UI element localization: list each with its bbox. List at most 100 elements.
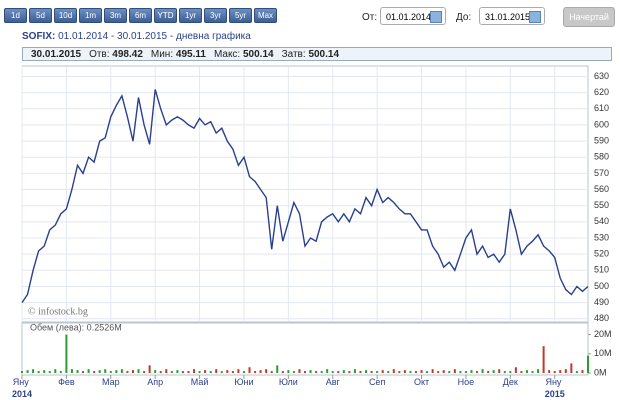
volume-bar — [198, 371, 201, 373]
volume-bar — [542, 346, 545, 373]
volume-bar — [32, 369, 35, 373]
quote-field: Отв: 498.42 — [89, 48, 143, 60]
volume-bar — [492, 370, 495, 373]
volume-bar — [98, 370, 101, 373]
y-tick-label: 540 — [594, 216, 609, 226]
volume-bar — [115, 370, 118, 373]
y-tick-label: 570 — [594, 168, 609, 178]
y2-tick-label: 0M — [594, 367, 607, 377]
volume-bar — [76, 370, 79, 373]
volume-bar — [231, 371, 234, 373]
volume-bar — [54, 369, 57, 373]
volume-bar — [437, 371, 440, 373]
volume-bar — [453, 369, 456, 373]
range-button[interactable]: 6m — [129, 8, 152, 23]
volume-bar — [548, 370, 551, 373]
volume-bar — [431, 369, 434, 373]
volume-bar — [26, 370, 29, 373]
range-button[interactable]: 5d — [29, 8, 52, 23]
toolbar: 1d 5d 10d 1m 3m 6m YTD 1yr 3yr 5yr Max — [4, 8, 277, 23]
volume-bar — [464, 371, 467, 373]
volume-bar — [459, 371, 462, 373]
volume-bar — [126, 371, 129, 373]
x-month-label: Окт — [414, 377, 429, 387]
x-tick-label: Окт — [414, 377, 429, 387]
quote-label: Отв: — [89, 49, 110, 60]
y-tick-label: 560 — [594, 184, 609, 194]
volume-bar — [281, 371, 284, 373]
watermark: © infostock.bg — [28, 306, 88, 317]
volume-bar — [392, 369, 395, 373]
volume-bar — [165, 369, 168, 373]
quote-label: Затв: — [281, 49, 306, 60]
volume-bar — [426, 371, 429, 373]
range-button[interactable]: 10d — [54, 8, 77, 23]
title-line: SOFIX: 01.01.2014 - 30.01.2015 - дневна … — [22, 31, 251, 42]
volume-bar — [187, 371, 190, 373]
volume-bar — [514, 367, 517, 373]
volume-bar — [242, 371, 245, 373]
volume-bar — [237, 369, 240, 373]
x-tick-label: Мар — [102, 377, 120, 387]
x-tick-label: Дек — [503, 377, 518, 387]
volume-bar — [525, 370, 528, 373]
y-tick-label: 480 — [594, 313, 609, 323]
range-button[interactable]: 1d — [4, 8, 27, 23]
range-button[interactable]: 3yr — [204, 8, 227, 23]
range-button[interactable]: 1m — [79, 8, 102, 23]
volume-bar — [587, 355, 589, 373]
x-month-label: Юни — [234, 377, 253, 387]
x-month-label: Мар — [102, 377, 120, 387]
x-tick-label: Сеп — [369, 377, 386, 387]
volume-bar — [326, 369, 329, 373]
volume-bar — [248, 367, 251, 373]
to-label: До: — [456, 12, 472, 23]
volume-bar — [503, 371, 506, 373]
quote-field: Затв: 500.14 — [282, 48, 339, 60]
volume-bar — [270, 371, 273, 373]
volume-bar — [470, 370, 473, 373]
volume-bar — [320, 371, 323, 373]
volume-bar — [48, 371, 51, 373]
range-button[interactable]: YTD — [154, 8, 177, 23]
x-month-label: Яну — [13, 377, 31, 387]
volume-bar — [309, 370, 312, 373]
quote-date: 30.01.2015 — [31, 49, 82, 60]
volume-bar — [365, 370, 368, 373]
range-button[interactable]: 3m — [104, 8, 127, 23]
volume-bar — [520, 371, 523, 373]
volume-bar — [292, 371, 295, 373]
volume-bar — [220, 371, 223, 373]
x-month-label: Сеп — [369, 377, 386, 387]
to-date[interactable]: 31.01.2015 — [479, 7, 545, 25]
x-month-label: Апр — [147, 377, 163, 387]
volume-bar — [204, 370, 207, 373]
y-tick-label: 520 — [594, 249, 609, 259]
x-month-label: Фев — [58, 377, 75, 387]
chart-title: SOFIX: — [22, 31, 56, 42]
x-tick-label: Ное — [458, 377, 475, 387]
volume-bar — [154, 370, 157, 373]
range-button[interactable]: Max — [254, 8, 277, 23]
volume-bar — [209, 371, 212, 373]
x-tick-label: Яну 2015 — [545, 377, 565, 399]
quote-field: Мин: 495.11 — [151, 48, 206, 60]
volume-bar — [403, 370, 406, 373]
range-button[interactable]: 5yr — [229, 8, 252, 23]
volume-bar — [137, 369, 140, 373]
volume-bar — [498, 369, 501, 373]
submit-button[interactable]: Начертай — [563, 7, 615, 27]
quote-value: 495.11 — [175, 49, 206, 60]
volume-bar — [581, 370, 584, 373]
range-button[interactable]: 1yr — [179, 8, 202, 23]
from-date[interactable]: 01.01.2014 — [380, 7, 446, 25]
x-month-label: Дек — [503, 377, 518, 387]
volume-bar — [537, 369, 540, 373]
quote-bar: 30.01.2015 Отв: 498.42 Мин: 495.11 Макс: 50… — [22, 47, 612, 61]
volume-bar — [93, 371, 96, 373]
volume-bar — [448, 371, 451, 373]
volume-bar — [337, 371, 340, 373]
volume-bar — [215, 369, 218, 373]
y-tick-label: 490 — [594, 297, 609, 307]
volume-bar — [109, 371, 112, 373]
